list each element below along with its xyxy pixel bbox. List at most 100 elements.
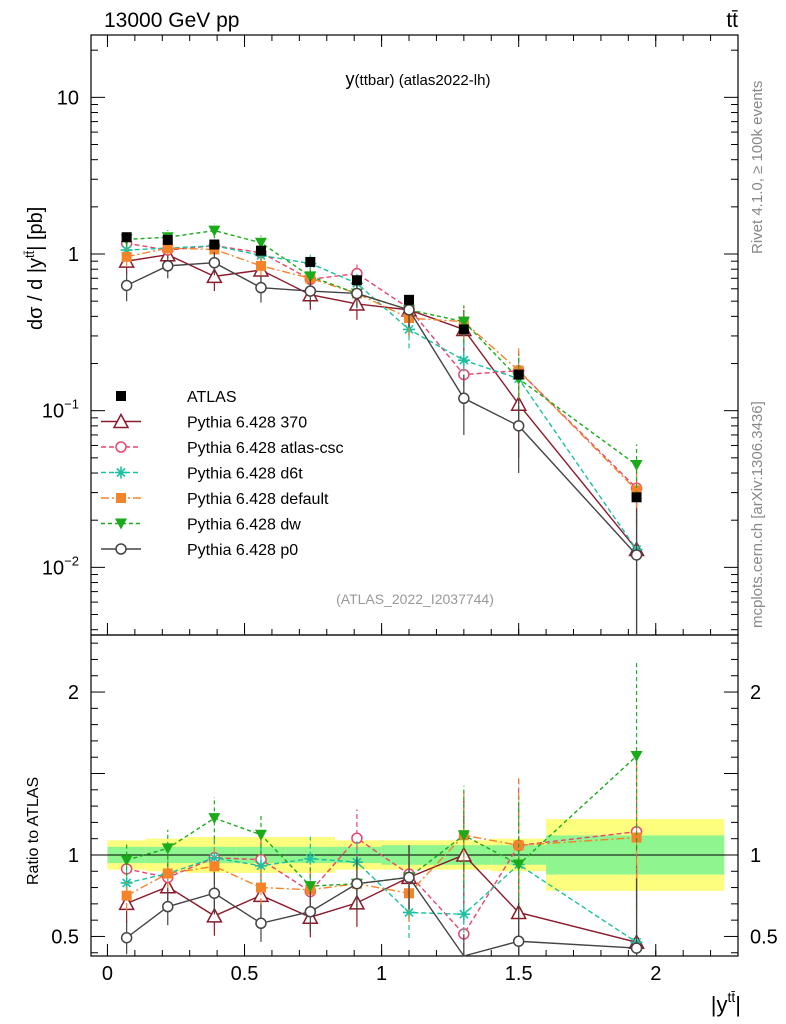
ratio-point — [254, 859, 267, 872]
legend-marker — [112, 412, 130, 429]
legend-item: Pythia 6.428 dw — [101, 517, 301, 534]
ratio-point — [403, 906, 416, 919]
ratio-point — [304, 905, 317, 918]
ratio-y-tick-label-right: 1 — [750, 845, 761, 867]
ratio-y-tick-label-right: 2 — [750, 682, 761, 704]
data-point — [255, 260, 266, 271]
data-point — [458, 392, 470, 405]
ratio-point — [121, 890, 132, 901]
data-point — [512, 420, 525, 432]
x-tick-label: 0 — [102, 963, 113, 985]
series-pythia-6-428-p0 — [120, 252, 643, 957]
legend-item: Pythia 6.428 default — [101, 491, 329, 508]
data-point — [208, 225, 221, 237]
legend-label: Pythia 6.428 default — [187, 491, 329, 508]
ratio-point — [255, 882, 266, 893]
data-point — [120, 244, 133, 257]
ratio-point — [304, 852, 317, 865]
data-point — [120, 279, 133, 292]
data-point — [304, 285, 317, 297]
legend-label: Pythia 6.428 p0 — [187, 542, 298, 559]
legend-label: ATLAS — [187, 389, 237, 406]
legend-marker — [115, 543, 127, 555]
series-atlas-data — [121, 232, 642, 503]
data-point — [208, 256, 221, 269]
data-point — [206, 267, 223, 284]
legend-item: Pythia 6.428 atlas-csc — [101, 440, 344, 457]
series-line — [126, 261, 638, 556]
data-point — [121, 251, 132, 262]
analysis-id-label: (ATLAS_2022_I2037744) — [336, 591, 494, 607]
data-point — [255, 281, 267, 294]
ratio-point — [208, 813, 221, 825]
atlas-data-point — [513, 369, 524, 380]
header-process-label: tt̄ — [726, 9, 738, 32]
atlas-data-point — [404, 294, 415, 305]
x-tick-label: 1 — [376, 963, 387, 985]
ratio-y-tick-label: 2 — [68, 682, 79, 704]
ratio-y-tick-label-right: 0.5 — [750, 926, 778, 948]
ratio-point — [208, 887, 221, 899]
mcplots-label: mcplots.cern.ch [arXiv:1306.3436] — [749, 401, 766, 628]
chart-title: y(ttbar) (atlas2022-lh) — [346, 69, 491, 89]
y-tick-label: 1 — [68, 244, 79, 266]
ratio-point — [161, 843, 174, 855]
ratio-point — [209, 861, 220, 872]
data-point — [162, 260, 174, 272]
data-point — [457, 354, 470, 367]
ratio-point — [457, 830, 470, 842]
series-line — [126, 253, 638, 550]
legend: ATLAS Pythia 6.428 370 Pythia 6.428 atlas-… — [101, 389, 344, 559]
series-line — [126, 247, 638, 491]
atlas-data-point — [162, 234, 173, 245]
header-collision-label: 13000 GeV pp — [104, 9, 239, 32]
legend-item: Pythia 6.428 370 — [101, 412, 307, 432]
ratio-point — [120, 855, 133, 867]
ratio-series-line — [126, 755, 638, 887]
ratio-point — [630, 751, 643, 763]
data-point — [304, 271, 317, 283]
ratio-series-line — [126, 876, 637, 957]
ratio-point — [304, 881, 317, 893]
data-point — [457, 316, 470, 328]
atlas-data-point — [631, 492, 642, 503]
legend-marker — [115, 441, 127, 453]
y-tick-label: 10−1 — [42, 397, 79, 423]
legend-label: Pythia 6.428 370 — [187, 415, 307, 432]
data-point — [403, 304, 415, 316]
atlas-data-point — [121, 232, 132, 243]
y-tick-label: 10−2 — [42, 553, 79, 579]
atlas-data-point — [458, 324, 469, 335]
series-layer — [118, 223, 645, 957]
data-point — [631, 485, 642, 496]
data-point — [254, 237, 267, 249]
axes: 0 0.5 1 1.5 2 10−2 10−1 1 10 0.5 0.5 1 1 2 2 — [42, 34, 778, 985]
ratio-point — [162, 900, 174, 913]
x-tick-label: 1.5 — [505, 963, 533, 985]
x-tick-label: 0.5 — [231, 963, 259, 985]
ratio-series-line — [126, 854, 637, 943]
ratio-point — [512, 935, 525, 947]
ratio-y-tick-label: 0.5 — [51, 926, 79, 948]
data-point — [162, 243, 173, 254]
ratio-point — [457, 908, 470, 921]
y-tick-label: 10 — [57, 87, 79, 109]
legend-marker — [116, 391, 126, 401]
legend-item: Pythia 6.428 p0 — [101, 542, 298, 559]
legend-marker — [116, 493, 126, 503]
ratio-point — [120, 931, 133, 944]
legend-item: Pythia 6.428 d6t — [101, 466, 303, 483]
ratio-point — [208, 851, 221, 864]
x-tick-label: 2 — [650, 963, 661, 985]
atlas-data-point — [305, 256, 316, 267]
data-point — [630, 460, 643, 472]
legend-label: Pythia 6.428 atlas-csc — [187, 440, 344, 457]
atlas-data-point — [209, 239, 220, 250]
ratio-point — [351, 877, 363, 890]
legend-marker — [115, 466, 127, 479]
atlas-data-point — [351, 275, 362, 286]
series-line — [126, 242, 638, 489]
rivet-version-label: Rivet 4.1.0, ≥ 100k events — [749, 81, 766, 254]
legend-label: Pythia 6.428 d6t — [187, 466, 303, 483]
